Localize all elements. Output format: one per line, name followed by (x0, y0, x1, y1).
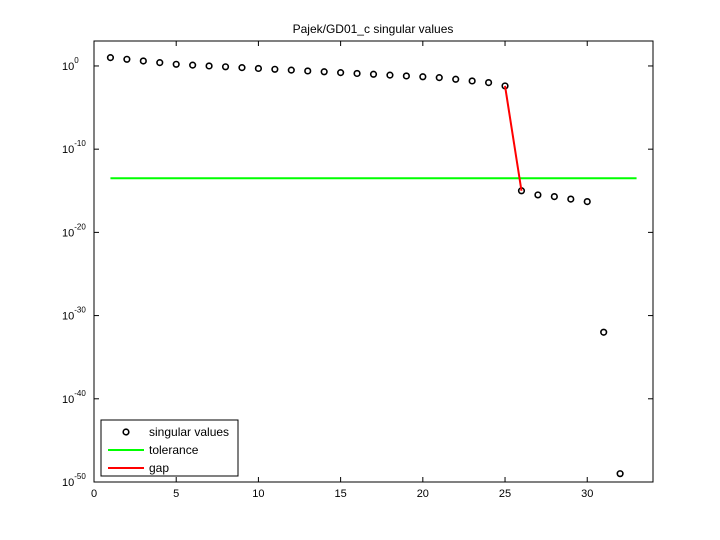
legend: singular values tolerance gap (100, 419, 239, 477)
x-tick-label: 5 (173, 488, 179, 500)
x-tick-label: 30 (581, 488, 593, 500)
singular-value-point (304, 67, 312, 75)
singular-value-point (484, 79, 493, 87)
x-tick-label: 0 (91, 488, 97, 500)
series-gap (504, 85, 523, 191)
y-tick-exponent: -30 (74, 306, 86, 315)
y-tick-exponent: -10 (74, 139, 86, 148)
singular-value-point (452, 75, 460, 83)
singular-value-point (534, 191, 542, 199)
axes-frame (93, 40, 654, 483)
singular-value-point (419, 73, 427, 81)
x-tick-label: 15 (334, 488, 346, 500)
legend-marker-icon (122, 428, 130, 436)
singular-value-point (320, 68, 328, 76)
singular-value-point (616, 470, 624, 478)
singular-value-point (172, 60, 180, 68)
x-tick-label: 10 (252, 488, 264, 500)
legend-label: singular values (149, 425, 229, 439)
y-tick-exponent: -50 (74, 472, 86, 481)
singular-value-point (550, 192, 558, 201)
singular-value-point (369, 70, 378, 78)
singular-value-point (468, 77, 476, 85)
singular-value-point (139, 57, 147, 65)
singular-value-point (238, 64, 246, 72)
y-tick-exponent: -20 (74, 222, 86, 231)
singular-value-point (435, 74, 443, 82)
singular-value-point (567, 195, 575, 203)
y-tick-exponent: -40 (74, 389, 86, 398)
singular-value-point (337, 69, 345, 77)
singular-value-point (205, 62, 213, 70)
y-tick-exponent: 0 (74, 56, 79, 65)
singular-value-point (287, 66, 295, 74)
series-singular-values (106, 54, 624, 478)
singular-value-point (402, 72, 410, 80)
legend-label: gap (149, 461, 169, 475)
legend-label: tolerance (149, 443, 199, 457)
x-tick-label: 25 (499, 488, 511, 500)
plot-area (106, 54, 637, 478)
singular-value-point (156, 59, 164, 67)
singular-value-point (254, 64, 263, 73)
singular-value-point (386, 71, 394, 79)
chart-title: Pajek/GD01_c singular values (293, 22, 454, 36)
singular-value-point (106, 54, 115, 62)
singular-value-point (271, 65, 279, 73)
singular-value-point (123, 55, 131, 63)
singular-value-point (353, 69, 361, 78)
x-tick-label: 20 (417, 488, 429, 500)
singular-value-point (221, 63, 230, 71)
singular-value-point (189, 61, 197, 69)
gap-line (504, 85, 523, 191)
singular-value-point (583, 197, 591, 206)
x-axis: 0 5 10 15 20 25 30 (91, 41, 593, 500)
singular-value-point (600, 328, 608, 336)
